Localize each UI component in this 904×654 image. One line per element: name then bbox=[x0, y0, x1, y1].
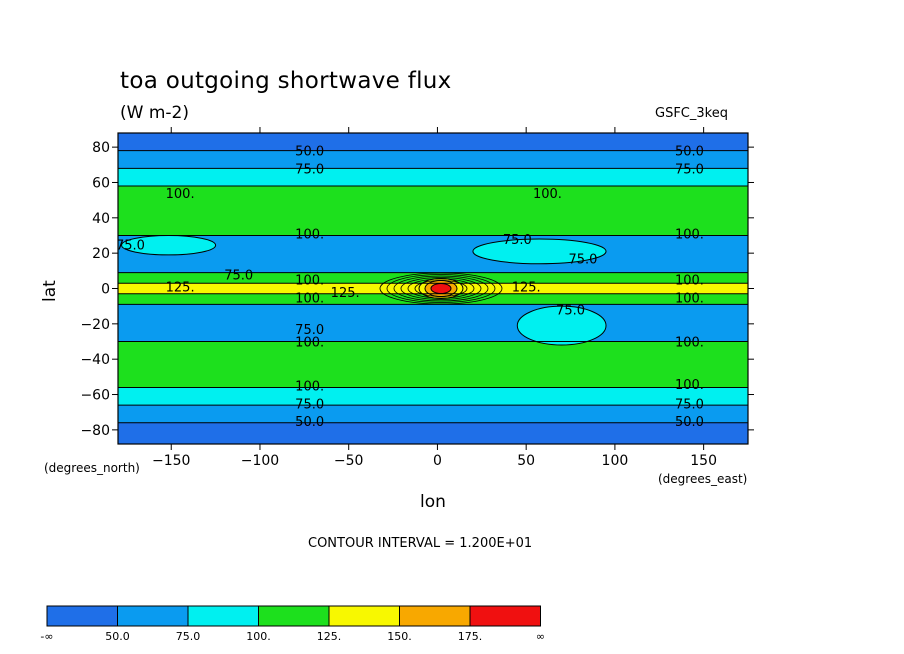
contour-label-23: 100. bbox=[295, 380, 324, 395]
y-tick-label-5: −20 bbox=[80, 317, 110, 333]
legend-label-5: 150. bbox=[387, 630, 412, 643]
contour-label-11: 75.0 bbox=[224, 268, 253, 283]
contour-label-12: 100. bbox=[295, 274, 324, 289]
contour-label-16: 125. bbox=[512, 281, 541, 296]
band-0 bbox=[118, 133, 748, 151]
x-tick-label-6: 150 bbox=[690, 453, 717, 469]
contour-label-8: 75.0 bbox=[116, 238, 145, 253]
contour-label-24: 100. bbox=[675, 378, 704, 393]
legend-swatch-6 bbox=[469, 605, 541, 627]
x-tick-label-0: −150 bbox=[152, 453, 190, 469]
legend-swatch-1 bbox=[117, 605, 189, 627]
contour-label-20: 75.0 bbox=[295, 323, 324, 338]
legend-label-3: 100. bbox=[246, 630, 271, 643]
band-10 bbox=[118, 387, 748, 406]
legend-label-4: 125. bbox=[317, 630, 342, 643]
legend-label-7: ∞ bbox=[536, 630, 545, 643]
contour-label-9: 75.0 bbox=[503, 233, 532, 248]
legend-label-1: 50.0 bbox=[105, 630, 130, 643]
contour-label-21: 100. bbox=[295, 336, 324, 351]
contour-label-0: 50.0 bbox=[295, 145, 324, 160]
y-axis-units: (degrees_north) bbox=[44, 461, 140, 475]
hotspot-contour-3 bbox=[393, 275, 489, 302]
contour-label-7: 100. bbox=[675, 228, 704, 243]
contour-label-4: 100. bbox=[166, 187, 195, 202]
legend-swatch-0 bbox=[46, 605, 118, 627]
contour-label-27: 50.0 bbox=[295, 415, 324, 430]
band-11 bbox=[118, 405, 748, 423]
contour-interval: CONTOUR INTERVAL = 1.200E+01 bbox=[308, 536, 533, 551]
band-4 bbox=[118, 235, 748, 273]
legend-swatch-3 bbox=[258, 605, 330, 627]
y-tick-label-0: 80 bbox=[92, 140, 110, 156]
band-2 bbox=[118, 168, 748, 187]
contour-label-17: 75.0 bbox=[556, 304, 585, 319]
contour-label-10: 75.0 bbox=[568, 252, 597, 267]
legend-label-0: -∞ bbox=[40, 630, 53, 643]
hotspot-2 bbox=[430, 283, 452, 294]
contour-label-13: 100. bbox=[675, 274, 704, 289]
legend-label-6: 175. bbox=[458, 630, 483, 643]
legend-swatch-2 bbox=[187, 605, 259, 627]
hotspot-contour-4 bbox=[386, 274, 496, 303]
band-8 bbox=[118, 304, 748, 342]
y-tick-label-6: −40 bbox=[80, 352, 110, 368]
hotspot-contour-1 bbox=[407, 278, 475, 299]
y-tick-label-2: 40 bbox=[92, 211, 110, 227]
band-12 bbox=[118, 422, 748, 444]
contour-label-15: 125. bbox=[331, 286, 360, 301]
contour-label-22: 100. bbox=[675, 336, 704, 351]
y-tick-label-4: 0 bbox=[101, 282, 110, 298]
band-1 bbox=[118, 150, 748, 169]
model-name: GSFC_3keq bbox=[655, 106, 728, 121]
contour-label-18: 100. bbox=[295, 291, 324, 306]
x-tick-label-5: 100 bbox=[602, 453, 629, 469]
contour-label-28: 50.0 bbox=[675, 415, 704, 430]
contour-label-5: 100. bbox=[533, 187, 562, 202]
x-tick-label-4: 50 bbox=[517, 453, 535, 469]
hotspot-contour-2 bbox=[400, 277, 482, 300]
x-axis-units: (degrees_east) bbox=[658, 472, 748, 486]
contour-label-1: 50.0 bbox=[675, 145, 704, 160]
legend-swatch-4 bbox=[328, 605, 400, 627]
contour-label-2: 75.0 bbox=[295, 162, 324, 177]
x-axis-label: lon bbox=[420, 492, 446, 512]
y-tick-label-3: 20 bbox=[92, 246, 110, 262]
hotspot-contour-0 bbox=[414, 280, 468, 297]
cyan-region-0 bbox=[472, 238, 607, 265]
chart-title: toa outgoing shortwave flux bbox=[120, 68, 452, 94]
x-tick-label-1: −100 bbox=[241, 453, 279, 469]
contour-label-19: 100. bbox=[675, 291, 704, 306]
chart-units: (W m-2) bbox=[120, 103, 189, 123]
contour-label-25: 75.0 bbox=[295, 397, 324, 412]
contour-label-3: 75.0 bbox=[675, 162, 704, 177]
contour-label-14: 125. bbox=[166, 281, 195, 296]
y-tick-label-8: −80 bbox=[80, 423, 110, 439]
band-9 bbox=[118, 341, 748, 388]
x-tick-label-3: 0 bbox=[433, 453, 442, 469]
cyan-region-1 bbox=[516, 305, 607, 346]
y-tick-label-7: −60 bbox=[80, 388, 110, 404]
contour-label-26: 75.0 bbox=[675, 397, 704, 412]
legend-label-2: 75.0 bbox=[176, 630, 201, 643]
band-3 bbox=[118, 186, 748, 236]
legend-swatch-5 bbox=[399, 605, 471, 627]
contour-label-6: 100. bbox=[295, 228, 324, 243]
y-tick-label-1: 60 bbox=[92, 175, 110, 191]
x-tick-label-2: −50 bbox=[334, 453, 364, 469]
